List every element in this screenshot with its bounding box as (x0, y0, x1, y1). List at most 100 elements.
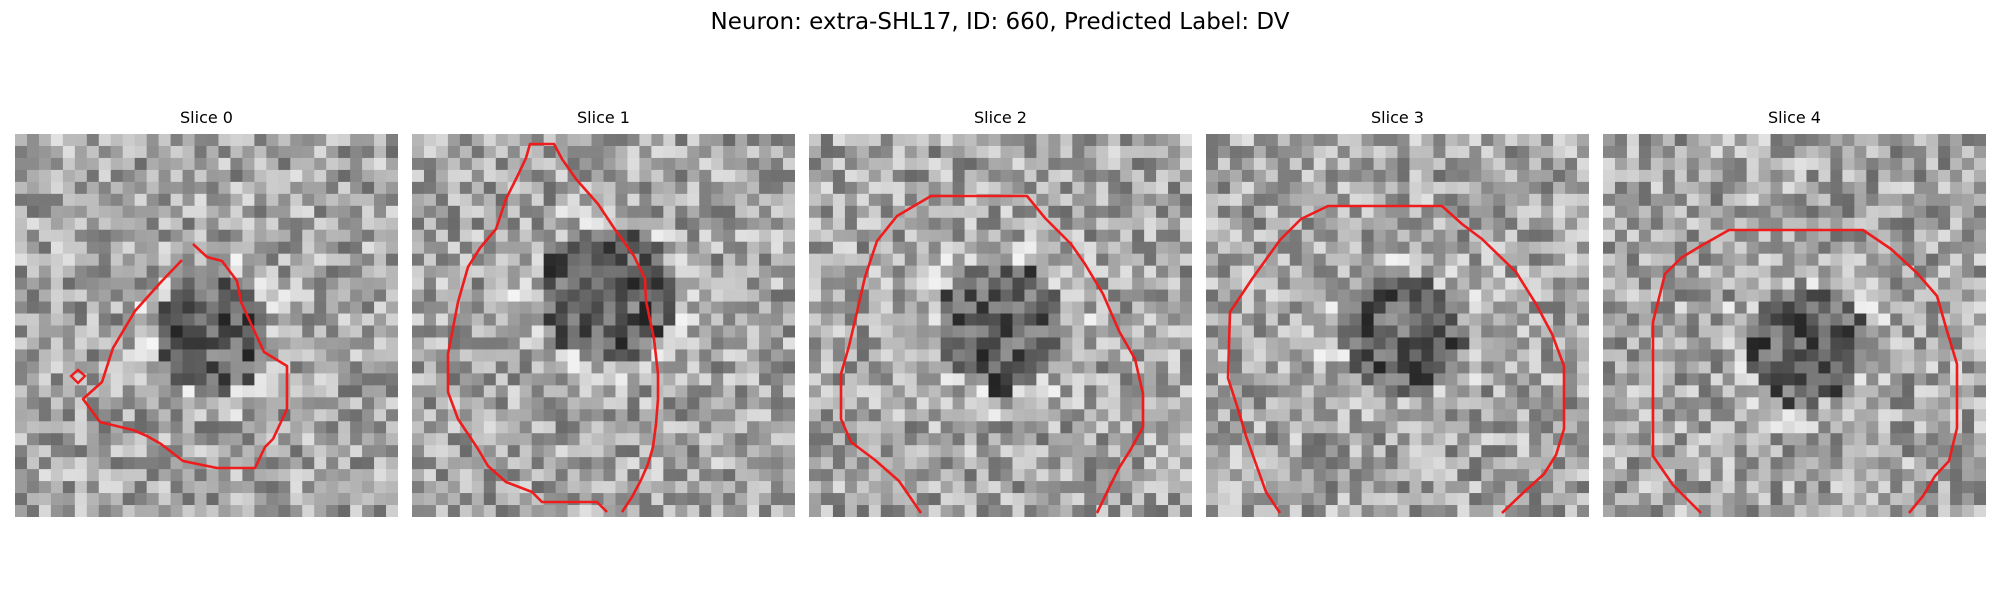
image-pixel (687, 134, 700, 147)
image-pixel (1072, 277, 1085, 291)
image-pixel (771, 205, 784, 219)
image-pixel (651, 241, 664, 255)
image-pixel (1481, 241, 1494, 255)
image-pixel (1120, 193, 1133, 207)
image-pixel (1445, 385, 1458, 398)
image-pixel (1505, 469, 1518, 482)
image-pixel (1818, 373, 1832, 386)
image-pixel (447, 193, 461, 207)
image-pixel (1830, 421, 1843, 434)
image-pixel (1614, 325, 1628, 339)
image-pixel (1938, 169, 1951, 183)
image-pixel (1710, 157, 1724, 171)
image-pixel (1626, 289, 1640, 303)
image-pixel (1950, 193, 1963, 207)
image-pixel (699, 241, 712, 255)
image-pixel (759, 145, 772, 159)
image-pixel (1902, 205, 1915, 219)
image-pixel (1662, 361, 1676, 374)
image-pixel (1433, 145, 1446, 159)
image-pixel (1433, 337, 1446, 351)
image-pixel (1229, 373, 1243, 386)
image-pixel (1481, 229, 1494, 243)
image-pixel (1746, 193, 1760, 207)
image-pixel (976, 349, 990, 363)
image-pixel (1493, 181, 1506, 195)
image-pixel (1457, 157, 1470, 171)
image-pixel (1770, 145, 1784, 159)
image-pixel (1156, 385, 1169, 398)
image-pixel (1517, 265, 1530, 279)
image-pixel (386, 277, 398, 291)
image-pixel (699, 205, 712, 219)
image-pixel (1084, 349, 1097, 363)
image-pixel (1361, 169, 1375, 183)
image-pixel (1794, 181, 1808, 195)
image-pixel (1265, 457, 1279, 470)
image-pixel (1962, 301, 1975, 315)
image-pixel (531, 457, 545, 470)
image-pixel (1325, 217, 1339, 231)
image-pixel (663, 361, 676, 374)
image-pixel (1168, 157, 1181, 171)
image-pixel (1301, 265, 1315, 279)
image-pixel (1060, 469, 1073, 482)
image-pixel (423, 469, 437, 482)
image-pixel (146, 229, 160, 243)
image-pixel (1024, 145, 1038, 159)
image-pixel (759, 181, 772, 195)
image-pixel (1325, 397, 1339, 410)
image-pixel (1397, 421, 1411, 434)
image-pixel (1469, 361, 1482, 374)
image-pixel (1914, 397, 1927, 410)
image-pixel (1457, 169, 1470, 183)
image-pixel (1084, 289, 1097, 303)
image-pixel (651, 481, 664, 494)
image-pixel (1674, 409, 1688, 422)
image-pixel (1638, 337, 1652, 351)
image-pixel (158, 469, 172, 482)
image-pixel (928, 289, 942, 303)
image-pixel (1229, 265, 1243, 279)
image-pixel (423, 433, 437, 446)
image-pixel (134, 241, 148, 255)
image-pixel (374, 265, 387, 279)
image-pixel (1325, 145, 1339, 159)
image-pixel (1710, 241, 1724, 255)
image-pixel (1541, 313, 1554, 327)
image-pixel (182, 505, 196, 517)
image-pixel (1493, 349, 1506, 363)
image-pixel (1168, 277, 1181, 291)
image-pixel (1361, 205, 1375, 219)
image-pixel (1024, 493, 1038, 506)
image-pixel (290, 421, 303, 434)
image-pixel (1337, 385, 1351, 398)
image-pixel (1890, 337, 1903, 351)
image-pixel (338, 265, 351, 279)
image-pixel (1012, 397, 1026, 410)
image-pixel (892, 433, 906, 446)
image-pixel (1265, 373, 1279, 386)
image-pixel (374, 409, 387, 422)
image-pixel (615, 481, 629, 494)
image-pixel (194, 349, 208, 363)
image-pixel (809, 481, 822, 494)
image-pixel (1012, 289, 1026, 303)
image-pixel (507, 409, 521, 422)
image-pixel (1024, 445, 1038, 458)
image-pixel (735, 289, 748, 303)
image-pixel (1854, 337, 1867, 351)
image-pixel (1168, 229, 1181, 243)
image-pixel (1626, 361, 1640, 374)
image-pixel (1060, 349, 1073, 363)
image-pixel (1180, 289, 1192, 303)
image-pixel (1000, 385, 1014, 398)
image-pixel (1914, 145, 1927, 159)
image-pixel (1710, 433, 1724, 446)
image-pixel (1036, 157, 1049, 171)
image-pixel (591, 193, 605, 207)
image-pixel (675, 433, 688, 446)
image-pixel (892, 457, 906, 470)
image-pixel (856, 337, 870, 351)
image-pixel (687, 373, 700, 386)
